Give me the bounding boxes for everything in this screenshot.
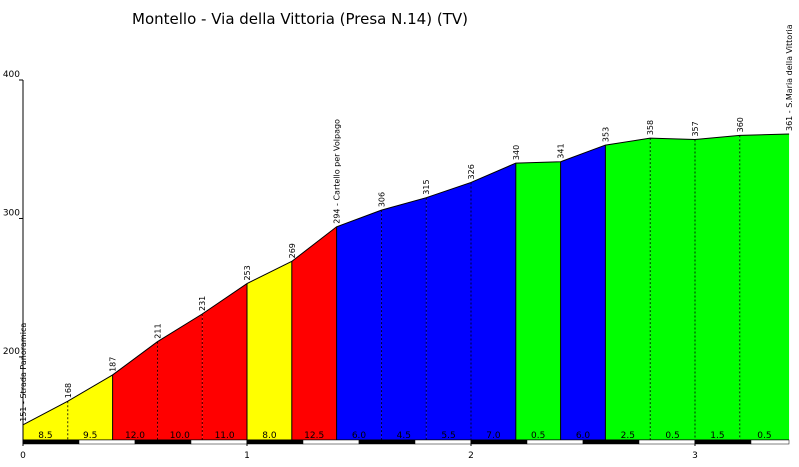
profile-segment <box>695 135 740 440</box>
gradient-label: 4.5 <box>397 431 411 441</box>
profile-segment <box>247 261 292 440</box>
gradient-label: 0.5 <box>531 431 545 441</box>
point-label: 353 <box>601 127 610 142</box>
point-label: 315 <box>422 179 431 194</box>
gradient-label: 8.0 <box>262 431 277 441</box>
profile-segment <box>67 374 113 440</box>
point-label: 306 <box>377 192 386 207</box>
profile-segment <box>471 163 516 441</box>
point-label: 358 <box>646 120 655 135</box>
gradient-label: 0.5 <box>665 431 679 441</box>
gradient-label: 1.5 <box>710 431 724 441</box>
scale-bar-block <box>470 439 528 445</box>
point-label: 269 <box>288 243 297 258</box>
y-tick-label: 300 <box>3 208 20 218</box>
point-label: 326 <box>467 164 476 179</box>
gradient-label: 12.0 <box>125 431 145 441</box>
profile-segment <box>112 341 158 440</box>
gradient-label: 9.5 <box>83 431 97 441</box>
profile-segment <box>202 283 247 440</box>
profile-segment <box>560 145 606 441</box>
scale-bar-block <box>22 439 80 445</box>
scale-bar-block <box>638 439 696 445</box>
profile-segment <box>515 161 561 440</box>
point-label: 168 <box>64 383 73 398</box>
gradient-label: 5.5 <box>441 431 455 441</box>
gradient-label: 6.0 <box>576 431 591 441</box>
point-label: 361 - S.Maria della Vittoria <box>785 24 794 131</box>
profile-segment <box>291 226 337 440</box>
scale-bar-block <box>414 439 472 445</box>
profile-segment <box>336 210 382 440</box>
scale-bar-block <box>134 439 192 445</box>
gradient-label: 0.5 <box>757 431 771 441</box>
scale-bar-block <box>78 439 136 445</box>
x-tick-label: 1 <box>244 451 250 461</box>
x-tick-label: 3 <box>692 451 698 461</box>
profile-segment <box>426 182 471 440</box>
scale-bar-block <box>694 439 752 445</box>
point-label: 340 <box>512 145 521 160</box>
profile-segment <box>157 314 203 440</box>
scale-bar-block <box>302 439 360 445</box>
profile-segment <box>605 138 651 440</box>
x-tick-label: 2 <box>468 451 474 461</box>
scale-bar-block <box>526 439 584 445</box>
point-label: 357 <box>691 121 700 136</box>
y-tick-label: 400 <box>3 70 20 80</box>
gradient-label: 11.0 <box>215 431 235 441</box>
y-tick-label: 200 <box>3 347 20 357</box>
profile-outline <box>22 133 790 426</box>
profile-segment <box>381 197 427 440</box>
gradient-label: 12.5 <box>304 431 324 441</box>
scale-bar-block <box>750 439 790 445</box>
point-label: 294 - Cartello per Volpago <box>333 119 342 224</box>
chart-title: Montello - Via della Vittoria (Presa N.1… <box>132 10 468 28</box>
point-label: 211 <box>153 323 162 338</box>
gradient-label: 2.5 <box>621 431 635 441</box>
scale-bar-block <box>190 439 248 445</box>
gradient-label: 10.0 <box>170 431 190 441</box>
gradient-label: 6.0 <box>352 431 367 441</box>
scale-bar-block <box>358 439 416 445</box>
gradient-label: 7.0 <box>486 431 501 441</box>
profile-segment <box>650 138 695 440</box>
point-label: 360 <box>736 117 745 132</box>
scale-bar-block <box>246 439 304 445</box>
point-label: 341 <box>557 143 566 158</box>
point-label: 187 <box>109 357 118 372</box>
profile-segment <box>23 401 68 440</box>
point-label: 231 <box>198 296 207 311</box>
gradient-label: 8.5 <box>38 431 52 441</box>
point-label: 253 <box>243 265 252 280</box>
profile-segment <box>739 134 790 440</box>
x-tick-label: 0 <box>20 451 26 461</box>
scale-bar-block <box>582 439 640 445</box>
